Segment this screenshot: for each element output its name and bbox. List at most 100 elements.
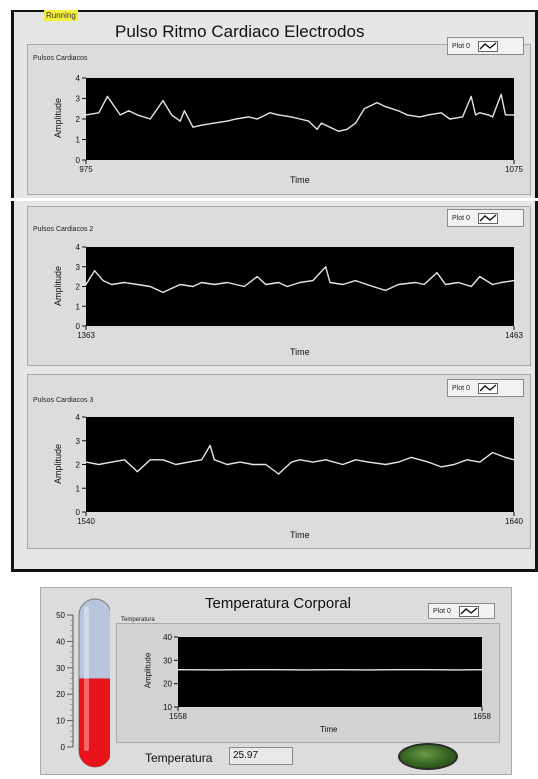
data-point: [406, 114, 408, 116]
data-point: [256, 276, 258, 278]
plot-legend[interactable]: Plot 0: [447, 379, 524, 397]
data-point: [500, 93, 502, 95]
data-point: [337, 130, 340, 132]
y-tick-label: 4: [76, 74, 81, 83]
thermometer-tick-label: 0: [61, 743, 66, 752]
x-tick-label: 1540: [77, 517, 95, 526]
data-point: [299, 118, 301, 120]
data-point: [457, 281, 459, 284]
data-point: [457, 669, 459, 671]
data-point: [342, 463, 344, 466]
y-tick-label: 30: [163, 656, 172, 665]
data-point: [188, 461, 190, 463]
data-point: [93, 270, 96, 272]
main-title: Pulso Ritmo Cardiaco Electrodos: [115, 22, 365, 41]
data-point: [410, 456, 412, 458]
data-point: [106, 95, 108, 98]
data-point: [385, 106, 387, 108]
y-tick-label: 1: [76, 136, 81, 145]
data-point: [372, 285, 374, 288]
frame-divider: [11, 198, 538, 201]
thermometer-tick-label: 40: [56, 637, 65, 646]
data-point: [177, 669, 179, 671]
data-point: [397, 461, 400, 463]
data-point: [453, 463, 455, 466]
data-point: [335, 669, 337, 671]
data-point: [492, 283, 494, 286]
data-point: [481, 669, 483, 671]
x-tick-label: 1363: [77, 331, 95, 340]
x-axis-title: Time: [290, 530, 310, 540]
data-point: [123, 281, 126, 284]
data-point: [312, 279, 314, 282]
plot-style-icon: [477, 382, 498, 394]
data-point: [305, 669, 307, 671]
data-point: [179, 283, 181, 286]
data-point: [162, 99, 164, 102]
series-line: [85, 266, 515, 294]
data-point: [111, 461, 113, 463]
thermometer-tick-label: 50: [56, 611, 65, 620]
data-point: [111, 283, 113, 286]
y-tick-label: 1: [76, 302, 81, 311]
data-point: [299, 459, 301, 461]
thermometer-tick-label: 10: [56, 717, 65, 726]
y-tick-label: 40: [163, 633, 172, 642]
data-point: [414, 281, 417, 284]
data-point: [470, 285, 472, 288]
plot-style-icon: [458, 605, 479, 617]
data-point: [290, 461, 293, 463]
y-tick-label: 0: [76, 322, 81, 331]
chart-label: Pulsos Cardiacos 2: [33, 226, 94, 233]
data-point: [479, 461, 481, 463]
data-point: [470, 95, 472, 98]
data-point: [149, 459, 151, 461]
data-point: [367, 461, 370, 463]
data-point: [462, 116, 464, 118]
data-point: [376, 102, 378, 104]
data-point: [200, 459, 203, 461]
y-tick-label: 10: [163, 703, 172, 712]
temperature-value-label: Temperatura: [145, 751, 213, 765]
plot-legend[interactable]: Plot 0: [447, 209, 524, 227]
data-point: [171, 114, 173, 116]
data-point: [183, 110, 186, 112]
status-led[interactable]: [398, 743, 458, 770]
x-axis-title: Time: [290, 175, 310, 185]
legend-label: Plot 0: [452, 214, 470, 222]
data-point: [149, 118, 151, 120]
data-point: [290, 116, 293, 118]
data-point: [396, 669, 398, 671]
data-point: [346, 128, 348, 130]
data-point: [213, 669, 216, 671]
data-point: [436, 272, 438, 274]
running-indicator: Running: [44, 10, 78, 21]
chart-svg: 0 1 2 3 4 975 1075: [76, 74, 524, 174]
chart-label: Pulsos Cardiacos: [33, 55, 88, 62]
data-point: [385, 289, 387, 292]
data-point: [149, 285, 151, 288]
data-point: [397, 283, 400, 286]
data-point: [136, 114, 138, 116]
data-point: [226, 120, 228, 122]
chart-label: Pulsos Cardiacos 3: [33, 397, 94, 404]
data-point: [226, 281, 228, 284]
data-point: [466, 459, 468, 461]
plot-style-icon: [477, 40, 498, 52]
y-tick-label: 3: [76, 263, 81, 272]
plot-legend[interactable]: Plot 0: [447, 37, 524, 55]
data-point: [119, 114, 121, 116]
y-tick-label: 3: [76, 95, 81, 104]
plot-legend[interactable]: Plot 0: [428, 603, 495, 619]
data-point: [342, 283, 344, 286]
legend-label: Plot 0: [452, 42, 470, 50]
y-tick-label: 4: [76, 243, 81, 252]
data-point: [235, 118, 237, 120]
x-axis-title: Time: [290, 347, 310, 357]
data-point: [325, 266, 327, 268]
data-point: [200, 124, 203, 126]
thermometer-tick-label: 30: [56, 664, 65, 673]
data-point: [244, 669, 246, 671]
temperature-title: Temperatura Corporal: [205, 595, 351, 612]
data-point: [440, 112, 442, 114]
